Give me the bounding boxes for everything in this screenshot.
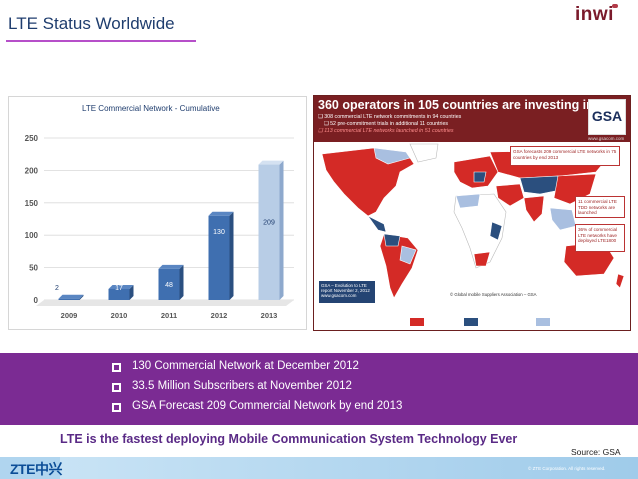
map-source-note: © Global mobile Suppliers Association – … (450, 292, 537, 297)
map-region-africa-south (473, 251, 491, 267)
x-tick-label: 2013 (261, 311, 278, 320)
highlight-text: 130 Commercial Network at December 2012 (132, 360, 359, 372)
map-region-southeast-asia (549, 207, 577, 231)
bar-top (58, 294, 84, 299)
map-bullet: ❑ 52 pre-commitment trials in additional… (318, 121, 449, 128)
map-region-africa-east (489, 221, 503, 241)
headline-claim: LTE is the fastest deploying Mobile Comm… (60, 432, 518, 446)
gsa-url: www.gsacom.com (588, 136, 625, 141)
map-headline: 360 operators in 105 countries are inves… (318, 98, 620, 112)
bar-side (79, 294, 84, 300)
checkbox-bullet-icon (112, 383, 121, 392)
map-bullet: ❑ 308 commercial LTE network commitments… (318, 114, 462, 120)
bar-chart: 0 50 100 150 200 250 2 2009 17 2010 48 2011 130 2012 2… (25, 134, 294, 320)
y-tick-label: 0 (34, 296, 39, 305)
bar-side (229, 211, 234, 300)
highlights-band (0, 353, 638, 425)
bar-data-label: 209 (263, 220, 275, 227)
map-region-central-america (367, 215, 387, 233)
map-region-canada-east (373, 147, 411, 165)
x-tick-label: 2009 (61, 311, 78, 320)
zte-logo: ZTE中兴 (10, 461, 62, 477)
highlight-text: 33.5 Million Subscribers at November 201… (132, 380, 352, 392)
chart-panel (8, 96, 307, 330)
y-tick-label: 200 (25, 166, 39, 175)
map-region-middle-east (495, 183, 525, 207)
bar (158, 268, 180, 300)
brand-logo-dot (612, 4, 618, 8)
bar (258, 164, 280, 300)
legend-label: Trial (554, 316, 570, 325)
x-tick-label: 2012 (211, 311, 228, 320)
bar-side (129, 284, 134, 300)
copyright-text: © ZTE Corporation. All rights reserved. (528, 466, 606, 471)
bar-side (179, 264, 184, 300)
x-tick-label: 2011 (161, 311, 177, 320)
bar-top (108, 284, 134, 289)
lte1800-note: 36% of commercial LTE networks have depl… (575, 224, 625, 252)
bar (108, 288, 130, 300)
report-note: GSA – Evolution to LTE report November 2… (319, 281, 375, 303)
page-title: LTE Status Worldwide (8, 14, 175, 33)
y-tick-label: 250 (25, 134, 39, 143)
bar (208, 215, 230, 300)
bar-data-label: 48 (165, 282, 173, 289)
forecast-note: GSA forecasts 209 commercial LTE network… (510, 146, 620, 166)
bar-top (258, 160, 284, 165)
bar-top (158, 264, 184, 269)
map-region-africa-north (455, 193, 481, 209)
y-tick-label: 100 (25, 231, 39, 240)
chart-title: LTE Commercial Network - Cumulative (82, 104, 220, 113)
y-tick-label: 50 (29, 264, 38, 273)
bar-side (279, 160, 284, 300)
map-region-new-zealand (615, 273, 625, 289)
source-citation: Source: GSA (571, 447, 621, 457)
map-region-central-asia (519, 175, 561, 195)
map-region-greenland (409, 143, 439, 163)
tdd-note: 11 commercial LTE TDD networks are launc… (575, 196, 625, 218)
brand-logo: inwi (575, 4, 614, 25)
footer-gradient (60, 457, 638, 479)
gsa-logo: GSA (588, 99, 626, 135)
map-region-europe-east (473, 171, 487, 183)
map-header (314, 96, 630, 142)
map-region-south-asia (523, 195, 545, 223)
legend-swatch (410, 318, 424, 326)
lte-world-map-panel: 360 operators in 105 countries are inves… (313, 95, 631, 331)
map-bullet-list: ❑ 308 commercial LTE network commitments… (318, 114, 461, 136)
map-region-south-america-east (399, 245, 417, 265)
legend-swatch (536, 318, 550, 326)
map-region-south-america-north (383, 233, 401, 247)
highlight-text: GSA Forecast 209 Commercial Network by e… (132, 400, 403, 412)
title-underline (6, 40, 196, 42)
bar-data-label: 17 (115, 285, 123, 292)
legend-swatch (464, 318, 478, 326)
legend-label: Deploying (482, 316, 518, 325)
chart-floor (36, 300, 294, 306)
bar-data-label: 130 (213, 229, 225, 236)
bar-top (208, 211, 234, 216)
x-tick-label: 2010 (111, 311, 128, 320)
legend-label: Live (428, 316, 443, 325)
checkbox-bullet-icon (112, 403, 121, 412)
y-tick-label: 150 (25, 199, 39, 208)
checkbox-bullet-icon (112, 363, 121, 372)
bar-data-label: 2 (55, 285, 59, 292)
map-bullet: ❑ 113 commercial LTE networks launched i… (318, 128, 454, 135)
bar (58, 298, 80, 300)
